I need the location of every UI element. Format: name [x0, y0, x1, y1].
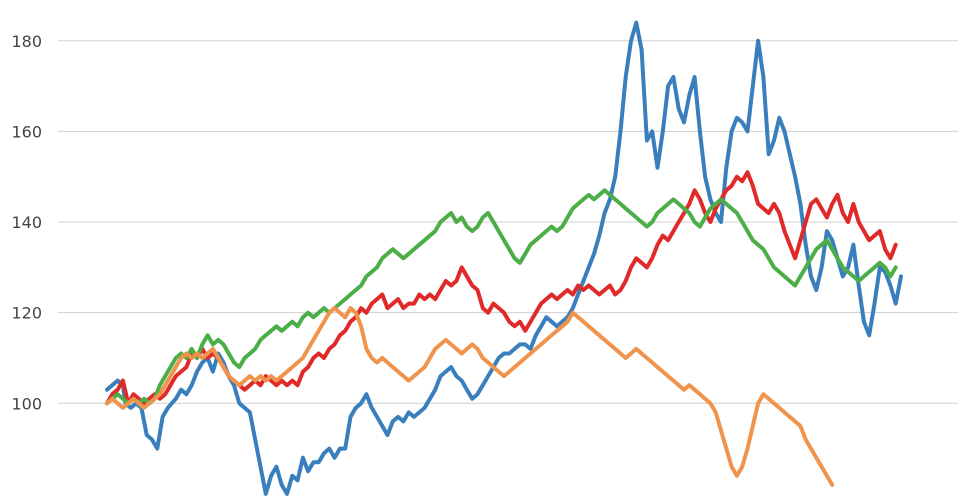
- y-axis-ticks: 100 120 140 160 180: [11, 32, 42, 414]
- y-tick-label: 160: [11, 122, 42, 141]
- y-tick-label: 180: [11, 32, 42, 51]
- series-lines: [105, 20, 903, 496]
- series-line-4: [105, 306, 835, 487]
- series-line-3: [105, 188, 898, 406]
- y-tick-label: 100: [11, 394, 42, 413]
- y-tick-label: 140: [11, 213, 42, 232]
- series-line-1: [105, 20, 903, 496]
- gridlines: [58, 40, 958, 404]
- y-tick-label: 120: [11, 304, 42, 323]
